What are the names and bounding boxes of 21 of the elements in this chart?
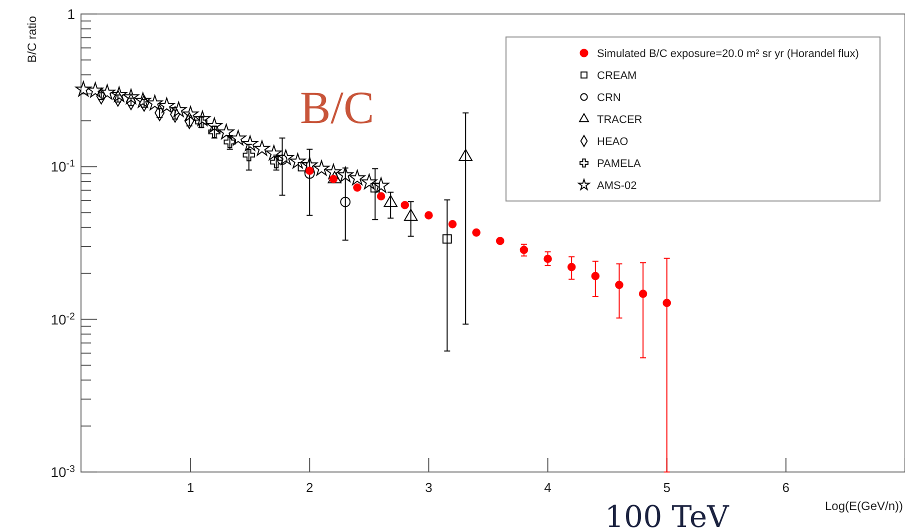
y-tick-label: 10$^{-2}$ xyxy=(50,310,75,328)
legend-label: Simulated B/C exposure=20.0 m² sr yr (Horandel flux) xyxy=(597,48,859,60)
legend-label: HEAO xyxy=(597,136,629,148)
x-tick-label: 1 xyxy=(186,480,194,495)
x-tick-label: 2 xyxy=(306,480,314,495)
legend-label: CREAM xyxy=(597,70,637,82)
annotation: B/C xyxy=(300,82,374,133)
x-tick-label: 3 xyxy=(425,480,432,495)
y-tick-label: 10$^{-1}$ xyxy=(50,158,75,175)
x-tick-label: 6 xyxy=(782,480,790,495)
y-tick-label: 10$^{-3}$ xyxy=(50,464,76,480)
x-tick-label: 5 xyxy=(663,480,670,495)
legend-label: TRACER xyxy=(597,114,642,126)
x-axis-title: Log(E(GeV/n)) xyxy=(824,499,903,513)
y-axis-title: B/C ratio xyxy=(25,16,39,63)
text: 100 TeV xyxy=(604,500,730,529)
legend-label: PAMELA xyxy=(597,158,642,170)
legend-label: AMS-02 xyxy=(597,180,637,192)
legend-label: CRN xyxy=(597,92,621,104)
y-tick-label: 1 xyxy=(67,6,76,22)
x-tick-label: 4 xyxy=(544,480,552,495)
